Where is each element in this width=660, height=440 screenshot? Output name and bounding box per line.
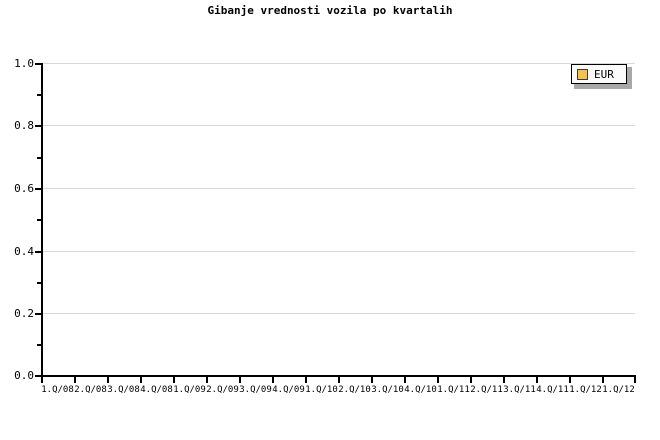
x-axis-label-3: 4.Q/08 — [140, 385, 173, 395]
x-tick-18 — [634, 377, 636, 383]
x-axis-label-16: 1.Q/12 — [569, 385, 602, 395]
y-axis-label-3: 0.6 — [14, 182, 34, 195]
y-axis-label-1: 0.2 — [14, 307, 34, 320]
x-axis-label-5: 2.Q/09 — [206, 385, 239, 395]
y-axis-label-4: 0.8 — [14, 119, 34, 132]
y-axis-line — [41, 63, 43, 377]
y-axis-label-0: 0.0 — [14, 369, 34, 382]
y-tick-major-0.4 — [35, 251, 41, 253]
y-tick-major-0.2 — [35, 313, 41, 315]
x-axis-label-10: 3.Q/10 — [371, 385, 404, 395]
plot-background — [41, 63, 635, 376]
x-axis-label-9: 2.Q/10 — [338, 385, 371, 395]
plot-area — [41, 63, 635, 376]
gridline-0.4 — [41, 251, 635, 252]
x-tick-15 — [536, 377, 538, 383]
x-tick-6 — [239, 377, 241, 383]
legend-swatch-eur — [577, 68, 588, 80]
gridline-0.2 — [41, 313, 635, 314]
x-tick-12 — [437, 377, 439, 383]
y-tick-major-0.8 — [35, 125, 41, 127]
x-tick-8 — [305, 377, 307, 383]
y-tick-minor-0.5 — [37, 219, 41, 221]
x-axis-label-2: 3.Q/08 — [107, 385, 140, 395]
x-axis-label-6: 3.Q/09 — [239, 385, 272, 395]
x-tick-4 — [173, 377, 175, 383]
x-axis-label-0: 1.Q/08 — [41, 385, 74, 395]
chart-title: Gibanje vrednosti vozila po kvartalih — [207, 4, 453, 17]
x-tick-3 — [140, 377, 142, 383]
y-tick-minor-0.3 — [37, 282, 41, 284]
x-tick-16 — [569, 377, 571, 383]
y-tick-minor-0.1 — [37, 344, 41, 346]
x-axis-label-17: 1.Q/12 — [602, 385, 635, 395]
y-tick-minor-0.9 — [37, 94, 41, 96]
y-tick-minor-0.7 — [37, 157, 41, 159]
y-tick-major-0.6 — [35, 188, 41, 190]
x-axis-label-4: 1.Q/09 — [173, 385, 206, 395]
x-tick-14 — [503, 377, 505, 383]
x-axis-label-14: 3.Q/11 — [503, 385, 536, 395]
y-tick-major-1.0 — [35, 63, 41, 65]
gridline-1.0 — [41, 63, 635, 64]
x-axis-label-1: 2.Q/08 — [74, 385, 107, 395]
chart-legend[interactable]: EUR — [571, 64, 627, 84]
x-tick-7 — [272, 377, 274, 383]
x-tick-5 — [206, 377, 208, 383]
x-axis-label-11: 4.Q/10 — [404, 385, 437, 395]
gridline-0.8 — [41, 125, 635, 126]
x-axis-label-8: 1.Q/10 — [305, 385, 338, 395]
x-tick-9 — [338, 377, 340, 383]
y-axis-label-2: 0.4 — [14, 245, 34, 258]
x-axis-label-12: 1.Q/11 — [437, 385, 470, 395]
x-axis-line — [41, 375, 636, 377]
y-axis-label-5: 1.0 — [14, 57, 34, 70]
legend-label-eur: EUR — [594, 67, 614, 81]
y-tick-major-0.0 — [35, 375, 41, 377]
x-tick-10 — [371, 377, 373, 383]
x-tick-1 — [74, 377, 76, 383]
x-axis-label-7: 4.Q/09 — [272, 385, 305, 395]
x-axis-label-13: 2.Q/11 — [470, 385, 503, 395]
x-axis-label-15: 4.Q/11 — [536, 385, 569, 395]
x-tick-11 — [404, 377, 406, 383]
x-tick-13 — [470, 377, 472, 383]
x-tick-0 — [41, 377, 43, 383]
x-tick-17 — [602, 377, 604, 383]
x-tick-2 — [107, 377, 109, 383]
gridline-0.6 — [41, 188, 635, 189]
